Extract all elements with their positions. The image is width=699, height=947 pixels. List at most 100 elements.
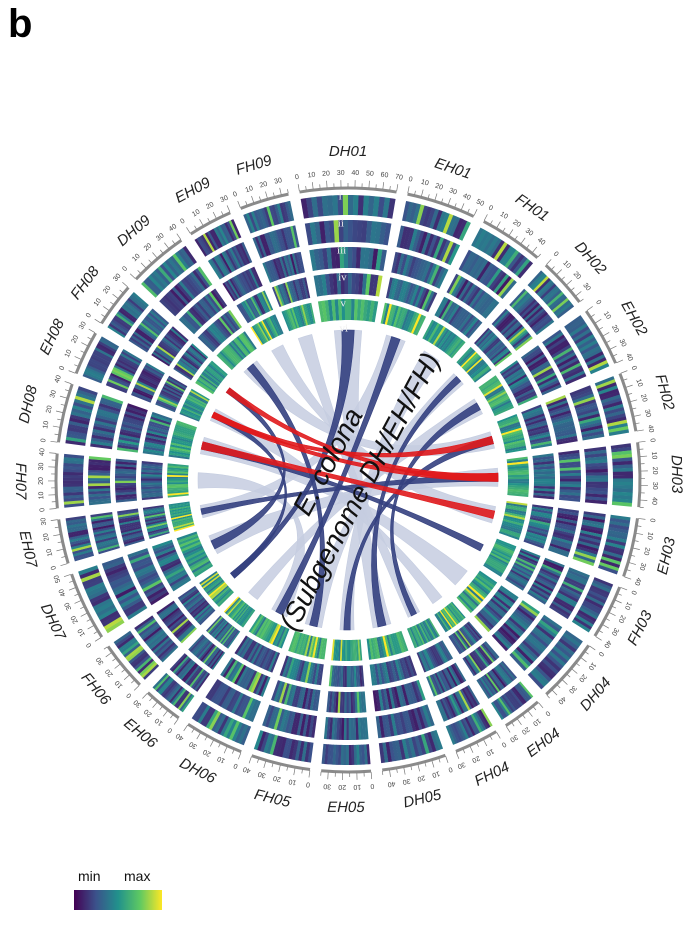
heatmap-cell <box>277 627 288 648</box>
heatmap-cell <box>407 655 418 677</box>
heatmap-cell <box>499 245 514 265</box>
heatmap-cell <box>487 390 507 404</box>
heatmap-cell <box>288 658 297 680</box>
axis-tick-label: 30 <box>581 282 591 293</box>
heatmap-cell <box>157 641 176 659</box>
heatmap-cell <box>131 652 149 668</box>
heatmap-cell <box>330 247 337 269</box>
axis-tick-label: 30 <box>567 684 578 695</box>
heatmap-cell <box>472 712 485 732</box>
heatmap-cell <box>442 333 457 353</box>
heatmap-cell <box>63 494 84 499</box>
heatmap-cell <box>243 331 257 350</box>
heatmap-cell <box>164 381 185 394</box>
heatmap-cell <box>72 404 93 414</box>
axis-tick <box>232 749 235 754</box>
heatmap-cell <box>222 314 237 333</box>
axis-tick-label: 40 <box>462 192 472 202</box>
heatmap-cell <box>141 494 163 498</box>
axis-tick-label: 0 <box>500 740 507 748</box>
heatmap-cell <box>506 456 528 462</box>
axis-tick <box>52 425 60 428</box>
axis-tick <box>473 209 478 216</box>
heatmap-cell <box>95 537 118 546</box>
heatmap-cell <box>170 687 185 705</box>
heatmap-cell <box>501 427 522 436</box>
heatmap-cell <box>204 329 221 347</box>
heatmap-cell <box>362 299 369 322</box>
heatmap-cell <box>428 264 440 286</box>
axis-tick-label: 30 <box>257 770 267 779</box>
heatmap-cell <box>201 372 220 387</box>
heatmap-cell <box>507 252 523 271</box>
heatmap-cell <box>551 536 573 545</box>
heatmap-cell <box>467 621 483 639</box>
heatmap-cell <box>341 299 346 321</box>
heatmap-cell <box>232 602 247 620</box>
heatmap-cell <box>173 430 195 438</box>
heatmap-cell <box>564 315 583 330</box>
heatmap-cell <box>484 338 501 355</box>
heatmap-cell <box>161 607 180 622</box>
heatmap-cell <box>524 415 546 425</box>
heatmap-cell <box>337 195 344 216</box>
heatmap-cell <box>242 640 256 660</box>
heatmap-cell <box>307 742 314 763</box>
axis-tick <box>162 710 168 717</box>
heatmap-cell <box>450 693 463 715</box>
heatmap-cell <box>431 645 443 666</box>
heatmap-cell <box>512 292 530 310</box>
axis-tick-label: 30 <box>95 656 105 667</box>
axis-tick <box>278 764 281 772</box>
axis-tick-label: 10 <box>93 297 103 307</box>
heatmap-cell <box>67 526 88 534</box>
heatmap-cell <box>216 715 230 735</box>
heatmap-cell <box>328 273 335 295</box>
heatmap-cell <box>449 723 461 744</box>
heatmap-cell <box>237 606 252 625</box>
heatmap-cell <box>499 585 519 600</box>
heatmap-cell <box>91 520 114 527</box>
heatmap-cell <box>222 628 237 646</box>
heatmap-cell <box>611 501 633 507</box>
heatmap-cell <box>543 287 561 304</box>
heatmap-cell <box>207 616 223 633</box>
heatmap-cell <box>176 420 197 430</box>
heatmap-cell <box>532 667 550 685</box>
heatmap-cell <box>145 517 167 524</box>
heatmap-cell <box>415 707 426 730</box>
heatmap-cell <box>422 319 435 340</box>
heatmap-cell <box>360 691 365 713</box>
heatmap-cell <box>318 664 324 686</box>
heatmap-cell <box>209 618 225 635</box>
heatmap-cell <box>153 544 175 555</box>
heatmap-cell <box>85 366 105 378</box>
heatmap-cell <box>341 717 345 740</box>
heatmap-cell <box>141 624 161 641</box>
axis-tick-label: 0 <box>597 650 605 657</box>
heatmap-cell <box>250 211 261 231</box>
axis-tick <box>424 762 427 767</box>
axis-tick-label: 0 <box>306 780 311 787</box>
heatmap-cell <box>358 639 363 661</box>
heatmap-cell <box>354 691 358 713</box>
heatmap-cell <box>128 550 150 561</box>
axis-tick <box>121 669 125 673</box>
heatmap-cell <box>118 436 140 444</box>
heatmap-cell <box>141 476 163 479</box>
axis-tick <box>631 554 636 557</box>
heatmap-cell <box>141 473 163 477</box>
heatmap-cell <box>525 306 544 323</box>
heatmap-cell <box>468 714 480 734</box>
heatmap-cell <box>173 367 192 381</box>
heatmap-cell <box>127 548 149 559</box>
heatmap-cell <box>118 439 140 446</box>
heatmap-cell <box>211 651 226 670</box>
heatmap-cell <box>130 293 148 309</box>
heatmap-cell <box>224 222 236 242</box>
heatmap-cell <box>101 613 121 627</box>
heatmap-cell <box>226 311 241 330</box>
heatmap-cell <box>509 288 527 307</box>
chromosome-arc <box>593 586 622 637</box>
heatmap-cell <box>247 298 259 318</box>
